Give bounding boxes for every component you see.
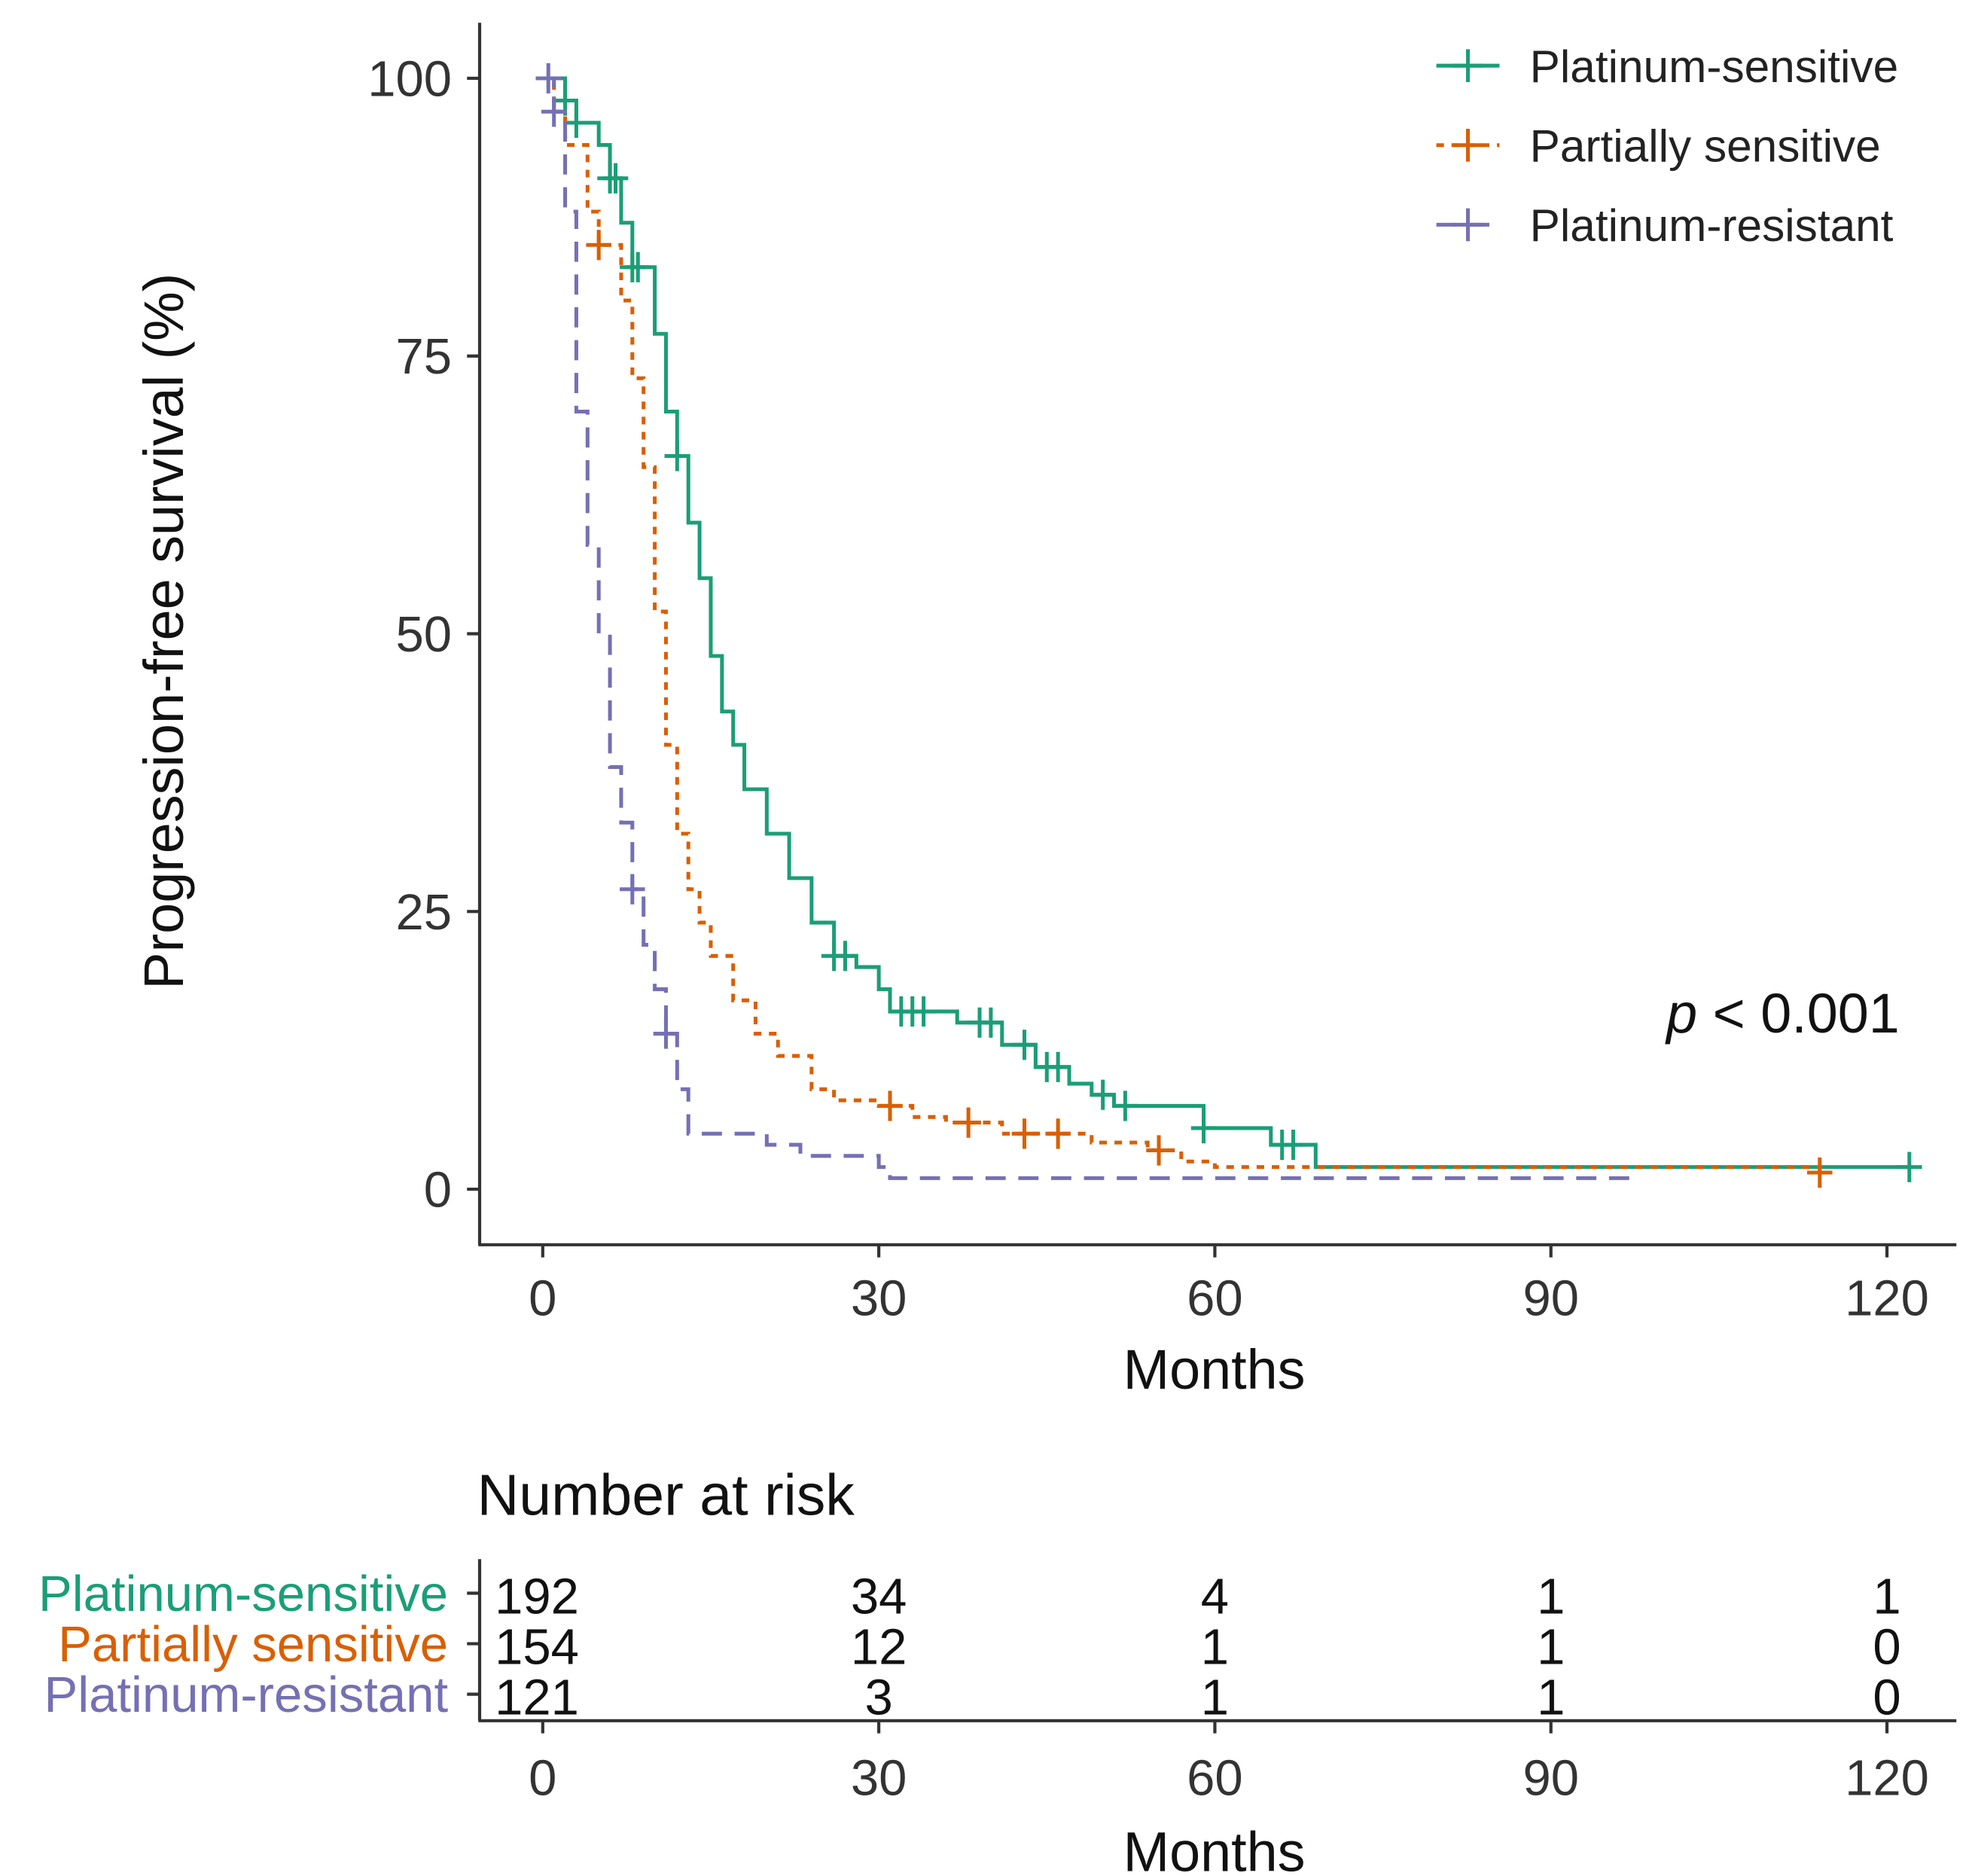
legend-label: Partially sensitive <box>1530 120 1881 172</box>
p-symbol: p <box>1665 982 1697 1045</box>
x-tick-label: 0 <box>529 1270 556 1327</box>
censor-mark <box>910 996 937 1027</box>
censor-mark <box>1090 1079 1116 1110</box>
risk-count: 4 <box>1201 1568 1229 1624</box>
censor-mark <box>535 63 562 94</box>
x-tick-label: 120 <box>1845 1270 1929 1327</box>
x-axis-label: Months <box>1123 1338 1306 1401</box>
censor-mark <box>1280 1129 1306 1161</box>
censor-mark <box>1190 1112 1217 1144</box>
risk-count: 3 <box>864 1669 892 1725</box>
censor-mark <box>1045 1118 1071 1149</box>
risk-count: 1 <box>1537 1618 1565 1675</box>
y-tick-label: 50 <box>396 606 453 663</box>
legend-marker <box>1452 208 1483 242</box>
survival-curve-1 <box>542 76 1822 1173</box>
y-axis-label: Progression-free survival (%) <box>133 273 195 990</box>
risk-count: 192 <box>495 1568 579 1624</box>
risk-table-title: Number at risk <box>477 1463 855 1528</box>
risk-x-tick-label: 60 <box>1187 1750 1243 1807</box>
legend-marker <box>1452 49 1483 82</box>
y-tick-label: 75 <box>396 328 453 385</box>
censor-mark <box>541 96 567 127</box>
risk-count: 0 <box>1873 1669 1900 1725</box>
censor-mark <box>653 1018 679 1049</box>
censor-mark <box>664 441 690 471</box>
censor-mark <box>625 252 651 282</box>
censor-mark <box>602 163 629 194</box>
censor-mark <box>1045 1051 1071 1082</box>
censor-mark <box>877 1091 903 1121</box>
censor-mark <box>620 874 645 904</box>
risk-count: 12 <box>851 1618 907 1675</box>
risk-count: 1 <box>1873 1568 1900 1624</box>
risk-count: 0 <box>1873 1618 1900 1675</box>
censor-mark <box>1146 1135 1172 1166</box>
censor-mark <box>563 107 590 139</box>
risk-count: 34 <box>851 1568 907 1624</box>
risk-count: 1 <box>1537 1568 1565 1624</box>
censor-mark <box>1011 1118 1038 1149</box>
censor-mark <box>832 941 858 972</box>
survival-curve-0 <box>542 76 1910 1170</box>
legend-label: Platinum-resistant <box>1530 200 1894 251</box>
x-tick-label: 60 <box>1187 1270 1243 1327</box>
x-tick-label: 30 <box>851 1270 907 1327</box>
censor-mark <box>978 1007 1004 1038</box>
legend-label: Platinum-sensitive <box>1530 41 1899 92</box>
risk-count: 1 <box>1537 1669 1565 1725</box>
risk-row-label: Platinum-sensitive <box>38 1566 448 1622</box>
risk-x-tick-label: 90 <box>1522 1750 1579 1807</box>
risk-x-tick-label: 0 <box>529 1750 556 1807</box>
censor-mark <box>1112 1091 1138 1121</box>
censor-mark <box>1897 1152 1922 1182</box>
censor-mark <box>586 230 611 261</box>
plot-area: 0 25 50 75 100 0 30 60 90 120 Platinum-sensitive Pa… <box>367 23 1957 1327</box>
risk-x-tick-label: 120 <box>1845 1750 1929 1807</box>
y-tick-label: 0 <box>424 1162 452 1219</box>
risk-x-axis-label: Months <box>1123 1820 1306 1876</box>
censor-mark <box>956 1107 981 1138</box>
risk-count: 154 <box>495 1618 579 1675</box>
censor-mark <box>1011 1030 1038 1060</box>
risk-count: 1 <box>1201 1618 1229 1675</box>
legend-marker <box>1452 129 1483 162</box>
survival-curve-2 <box>542 76 1629 1180</box>
x-tick-label: 90 <box>1522 1270 1579 1327</box>
risk-row-label: Platinum-resistant <box>44 1667 449 1723</box>
risk-count: 1 <box>1201 1669 1229 1725</box>
y-tick-label: 25 <box>396 884 453 941</box>
p-value: < 0.001 <box>1697 982 1900 1045</box>
p-value-annotation: p < 0.001 <box>1665 982 1900 1045</box>
censor-mark <box>1807 1157 1833 1188</box>
risk-x-tick-label: 30 <box>851 1750 907 1807</box>
risk-count: 121 <box>495 1669 579 1725</box>
y-tick-label: 100 <box>367 50 452 107</box>
risk-row-label: Partially sensitive <box>58 1616 448 1673</box>
